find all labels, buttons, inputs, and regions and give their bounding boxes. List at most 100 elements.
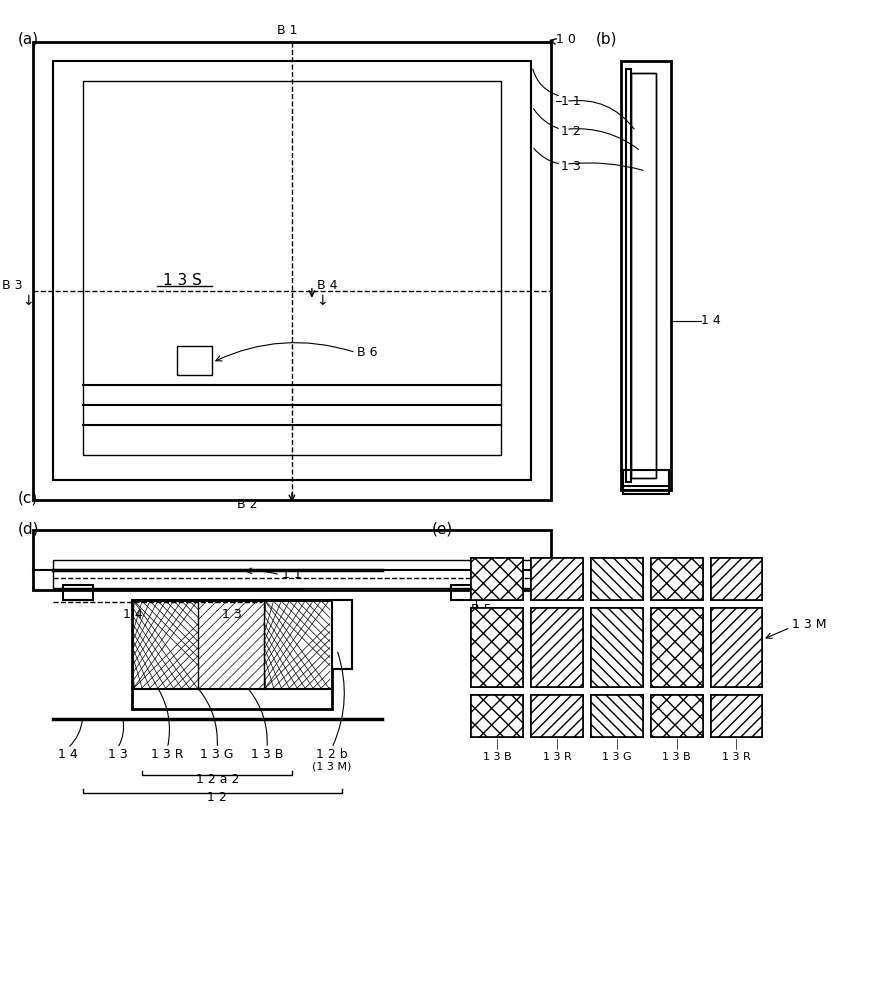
Bar	[651, 695, 703, 737]
Bar	[332, 600, 352, 669]
Bar	[591, 608, 643, 687]
Text: 1 0: 1 0	[556, 33, 576, 46]
Bar	[651, 558, 703, 600]
Text: ↓: ↓	[316, 294, 328, 308]
Bar	[710, 695, 762, 737]
Bar	[625, 69, 631, 482]
Text: 1 3: 1 3	[223, 608, 242, 621]
Bar	[591, 558, 643, 600]
Bar	[710, 608, 762, 687]
Text: B 4: B 4	[317, 279, 337, 292]
Text: 1 3 B: 1 3 B	[251, 748, 283, 761]
Bar	[32, 42, 551, 500]
Bar	[651, 608, 703, 687]
Text: 1 3: 1 3	[561, 160, 581, 173]
Bar	[651, 608, 703, 687]
Bar	[471, 608, 523, 687]
Text: 1 2 a 2: 1 2 a 2	[195, 773, 239, 786]
Bar	[621, 61, 671, 490]
Bar	[531, 695, 583, 737]
Text: B 1: B 1	[277, 24, 297, 37]
Bar	[531, 558, 583, 600]
Bar	[623, 486, 668, 494]
Bar	[710, 558, 762, 600]
Bar	[471, 695, 523, 737]
Bar	[471, 608, 523, 687]
Text: (b): (b)	[596, 32, 618, 47]
Bar	[591, 608, 643, 687]
Text: 1 2: 1 2	[561, 125, 581, 138]
Bar	[53, 61, 531, 480]
Bar	[531, 608, 583, 687]
Bar	[471, 558, 523, 600]
Text: 1 3 M: 1 3 M	[792, 618, 827, 631]
Bar	[710, 695, 762, 737]
Text: 1 2 b: 1 2 b	[316, 748, 348, 761]
Bar	[177, 346, 212, 375]
Bar	[710, 608, 762, 687]
Bar	[32, 530, 551, 590]
Bar	[591, 608, 643, 687]
Bar	[591, 695, 643, 737]
Bar	[471, 695, 523, 737]
Text: 1 4: 1 4	[123, 608, 143, 621]
Text: 1 1: 1 1	[282, 568, 301, 581]
Text: (d): (d)	[18, 522, 39, 537]
Bar	[631, 73, 656, 478]
Bar	[591, 558, 643, 600]
Bar	[531, 695, 583, 737]
Bar	[710, 695, 762, 737]
Text: 1 3 G: 1 3 G	[602, 752, 632, 762]
Bar	[531, 608, 583, 687]
Bar	[471, 608, 523, 687]
Text: (c): (c)	[18, 490, 39, 505]
Text: 1 3: 1 3	[108, 748, 127, 761]
Bar	[591, 558, 643, 600]
Text: B 2: B 2	[237, 498, 257, 511]
Bar	[651, 558, 703, 600]
Text: (a): (a)	[18, 32, 39, 47]
Text: 1 2: 1 2	[501, 578, 521, 591]
Bar	[710, 558, 762, 600]
Bar	[451, 585, 481, 600]
Bar	[471, 558, 523, 600]
Text: B 5: B 5	[471, 603, 492, 616]
Bar	[631, 73, 656, 478]
Text: 1 3 R: 1 3 R	[722, 752, 751, 762]
Text: 1 3 B: 1 3 B	[483, 752, 512, 762]
Bar	[651, 695, 703, 737]
Text: 1 2: 1 2	[208, 791, 227, 804]
Text: ↓: ↓	[22, 294, 33, 308]
Bar	[471, 695, 523, 737]
Bar	[591, 695, 643, 737]
Bar	[63, 585, 93, 600]
Text: (e): (e)	[432, 522, 453, 537]
Text: B 6: B 6	[357, 346, 378, 359]
Bar	[710, 608, 762, 687]
Bar	[531, 558, 583, 600]
Bar	[531, 608, 583, 687]
Bar	[623, 470, 668, 490]
Text: B 3: B 3	[3, 279, 23, 292]
Text: 1 3 R: 1 3 R	[152, 748, 184, 761]
Bar	[531, 558, 583, 600]
Bar	[53, 560, 531, 588]
Text: 1 4: 1 4	[701, 314, 720, 327]
Bar	[82, 81, 501, 455]
Bar	[531, 695, 583, 737]
Text: (1 3 M): (1 3 M)	[312, 761, 351, 771]
Bar	[132, 600, 332, 709]
Text: 1 4: 1 4	[58, 748, 78, 761]
Text: 1 3 R: 1 3 R	[543, 752, 571, 762]
Text: 1 3 B: 1 3 B	[662, 752, 691, 762]
Text: 1 1: 1 1	[561, 95, 581, 108]
Bar	[651, 695, 703, 737]
Bar	[591, 695, 643, 737]
Text: 1 1: 1 1	[501, 563, 521, 576]
Text: 1 3 S: 1 3 S	[163, 273, 201, 288]
Bar	[651, 608, 703, 687]
Bar	[481, 585, 506, 595]
Bar	[651, 558, 703, 600]
Bar	[471, 558, 523, 600]
Bar	[710, 558, 762, 600]
